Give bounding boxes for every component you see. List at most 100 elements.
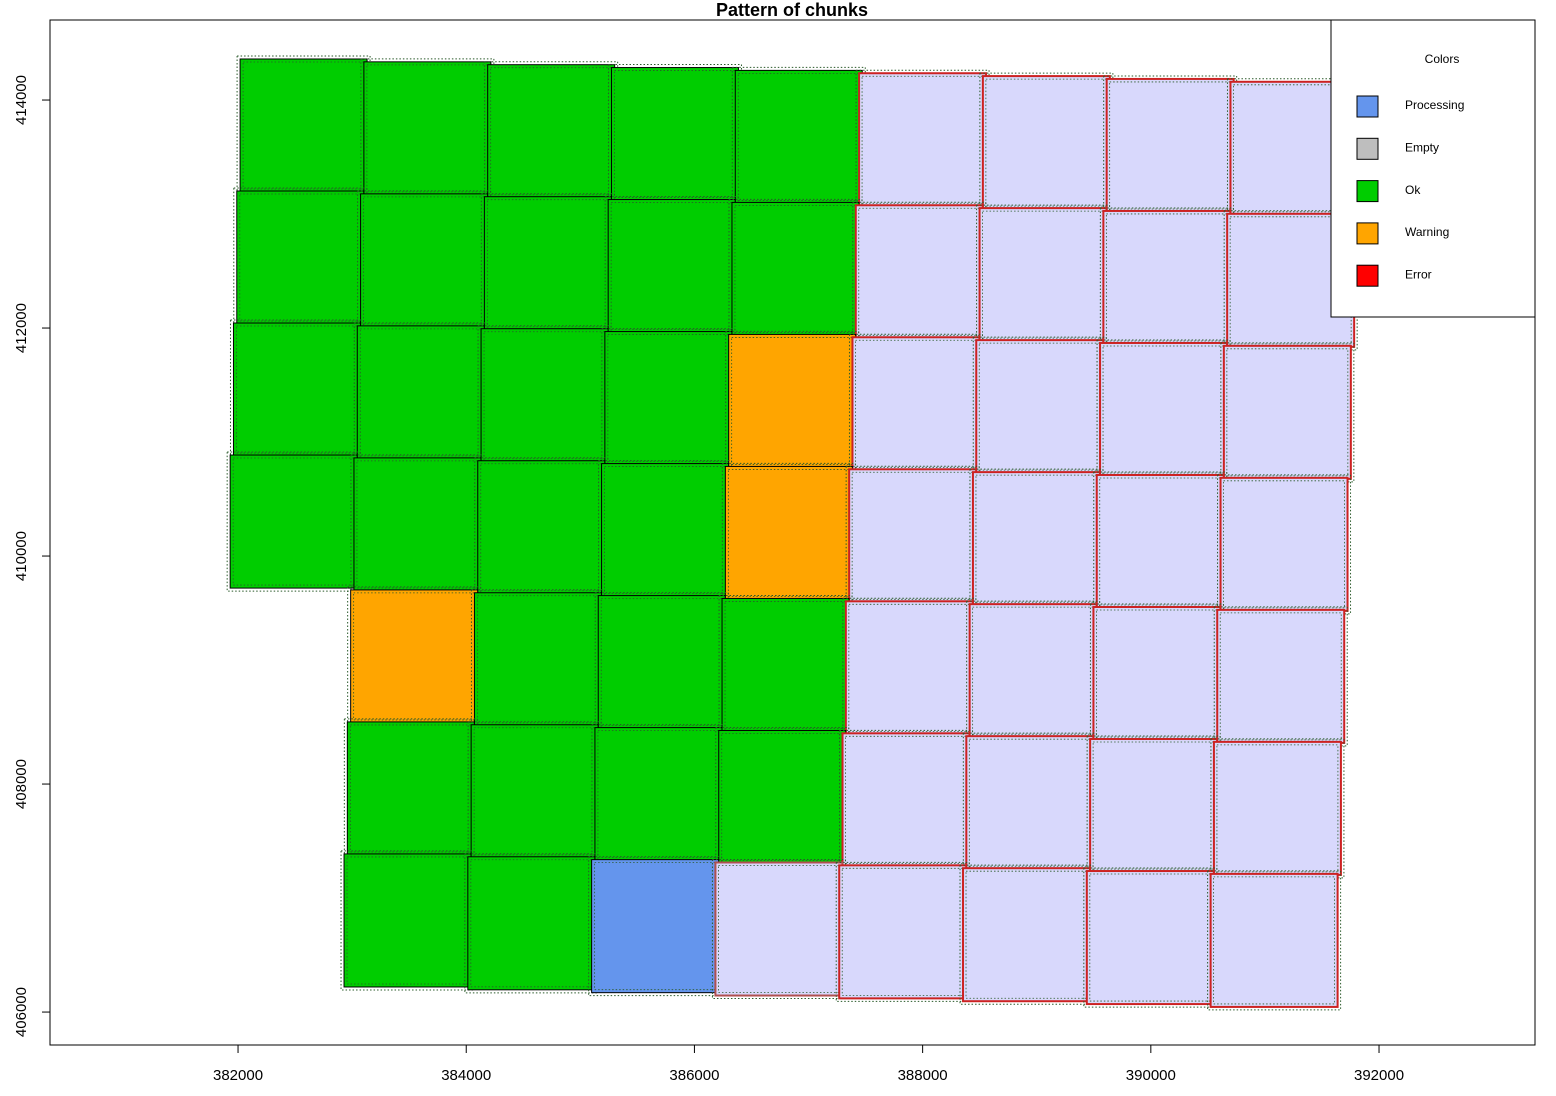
chunk: [1216, 608, 1346, 744]
y-tick-label: 412000: [13, 303, 30, 353]
chunk-inner: [1092, 741, 1215, 870]
legend-label: Empty: [1405, 140, 1439, 154]
chunk-inner: [600, 598, 723, 727]
chunk: [487, 64, 616, 199]
chunk: [232, 322, 361, 457]
legend-title: Colors: [1425, 52, 1460, 66]
legend-swatch: [1356, 264, 1379, 287]
chunk-inner: [1213, 876, 1336, 1005]
chunk-inner: [477, 595, 599, 724]
chunk: [731, 201, 860, 336]
chunk: [594, 727, 723, 862]
chunk-inner: [855, 339, 977, 468]
chunk-inner: [359, 328, 482, 457]
chunk: [1099, 341, 1229, 478]
chunk-inner: [1233, 84, 1355, 213]
x-tick-label: 390000: [1126, 1067, 1176, 1084]
chunk-inner: [734, 205, 857, 333]
chunk-inner: [737, 72, 860, 201]
y-tick-label: 410000: [13, 531, 30, 581]
x-tick-label: 384000: [441, 1067, 491, 1084]
chunk: [718, 729, 847, 865]
chunk-inner: [363, 196, 485, 325]
chunk-inner: [965, 870, 1088, 999]
chunk: [601, 463, 730, 598]
chunk: [1085, 870, 1215, 1006]
chunk-inner: [614, 70, 736, 198]
chunk-inner: [239, 193, 362, 322]
chunk: [597, 595, 726, 730]
chunk-inner: [1226, 348, 1349, 477]
chunk-inner: [1229, 216, 1352, 345]
chunk: [350, 589, 479, 724]
chunk: [968, 603, 1098, 739]
x-tick-label: 386000: [669, 1067, 719, 1084]
chunk: [346, 721, 475, 856]
chunk: [343, 853, 472, 988]
legend-swatch: [1356, 137, 1379, 160]
chunk-inner: [607, 334, 730, 463]
chunk-inner: [985, 78, 1108, 207]
chunk: [1092, 606, 1222, 742]
chunk: [1105, 77, 1235, 213]
chunk: [229, 454, 358, 589]
chunk: [604, 331, 733, 466]
chunk: [610, 67, 739, 202]
chunk: [838, 864, 968, 1000]
chunk: [591, 859, 720, 994]
chunk: [607, 199, 736, 334]
chunk-inner: [978, 342, 1101, 471]
chunk-inner: [841, 867, 964, 996]
chunk-inner: [1096, 609, 1218, 738]
chunk-inner: [353, 592, 476, 721]
chunk: [1212, 740, 1342, 876]
chunk: [480, 328, 609, 463]
chunk-inner: [975, 474, 1098, 603]
chunk-inner: [480, 463, 603, 592]
y-tick-label: 408000: [13, 759, 30, 809]
chunk-inner: [1089, 873, 1212, 1002]
chunk-inner: [486, 199, 609, 328]
chunk: [975, 339, 1105, 475]
chunk-inner: [1216, 744, 1339, 873]
chunk: [962, 867, 1092, 1003]
chunk-inner: [366, 64, 489, 193]
chunk-inner: [848, 603, 971, 732]
chunk-inner: [236, 325, 358, 454]
chunk: [1219, 476, 1349, 612]
chunk-inner: [1105, 213, 1228, 342]
chunk-inner: [731, 337, 854, 465]
x-tick-label: 388000: [898, 1067, 948, 1084]
chunk: [851, 336, 981, 472]
chunk: [467, 856, 596, 991]
chunk-inner: [610, 202, 733, 330]
chunk: [724, 465, 853, 600]
y-tick-label: 414000: [13, 75, 30, 125]
chunk: [1095, 473, 1225, 610]
chunk-inner: [597, 730, 720, 859]
chunk: [848, 468, 978, 604]
chunk-inner: [1223, 480, 1345, 609]
y-tick-label: 406000: [13, 987, 30, 1037]
chunk-inner: [861, 75, 984, 204]
legend-label: Ok: [1405, 183, 1421, 197]
chunk: [978, 207, 1108, 343]
chunk: [841, 732, 971, 868]
chunk: [470, 724, 599, 859]
chunk: [356, 325, 485, 460]
chunk: [473, 592, 602, 727]
chunk-inner: [1102, 345, 1225, 474]
legend-swatch: [1356, 180, 1379, 203]
chunk: [1089, 738, 1219, 874]
chunk-inner: [1099, 477, 1222, 606]
chunk-inner: [473, 727, 596, 856]
chunk-inner: [727, 469, 850, 597]
plot-frame: [49, 19, 1536, 1046]
chunk-inner: [356, 460, 479, 589]
chunk-inner: [483, 331, 606, 460]
legend-label: Error: [1405, 267, 1432, 281]
chunk: [858, 72, 988, 208]
chunk: [981, 75, 1111, 211]
chunk: [844, 600, 974, 736]
